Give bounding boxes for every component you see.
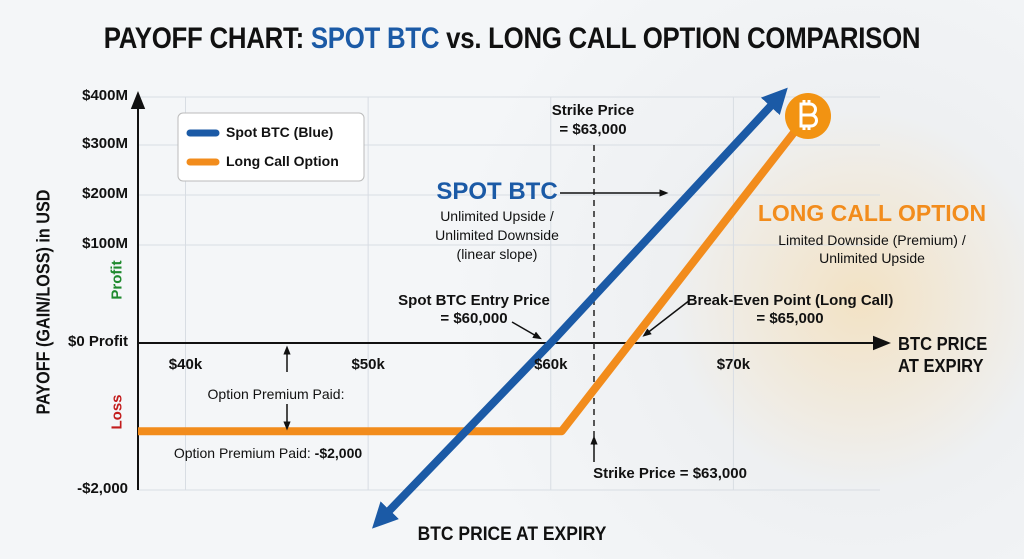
series-lines <box>138 87 803 529</box>
chart-title: PAYOFF CHART: SPOT BTC vs. LONG CALL OPT… <box>104 22 921 56</box>
x-tick-label: $70k <box>716 356 751 373</box>
annotation: Unlimited Upside / Unlimited Downside (lin… <box>435 207 559 264</box>
annotation-line: Limited Downside (Premium) / <box>778 232 966 248</box>
title-part: PAYOFF CHART: <box>103 22 304 55</box>
y-axis-label: PAYOFF (GAIN/LOSS) in USD <box>33 189 54 415</box>
bitcoin-icon <box>785 93 831 139</box>
annotation-title: SPOT BTC <box>436 178 558 205</box>
x-axis-label: BTC PRICE AT EXPIRY <box>898 334 988 376</box>
series-line <box>372 87 788 529</box>
y-tick-label: $200M <box>82 185 128 202</box>
annotation-line: Strike Price <box>551 102 635 119</box>
annotation: Limited Downside (Premium) / Unlimited Up… <box>778 231 966 267</box>
annotation-line: Unlimited Downside <box>435 227 559 243</box>
annotation: Option Premium Paid: <box>207 386 345 402</box>
annotation-line: = $63,000 <box>559 121 627 138</box>
x-tick-label: $50k <box>351 356 385 373</box>
annotation-part: Option Premium Paid: <box>173 445 311 461</box>
annotation: Strike Price = $63,000 <box>593 465 747 482</box>
annotation-title: LONG CALL OPTION <box>757 200 987 226</box>
y-tick-label: -$2,000 <box>77 480 128 497</box>
annotation-line: (linear slope) <box>456 246 538 262</box>
x-tick-label: $40k <box>168 356 203 373</box>
annotation-line: Unlimited Upside <box>819 250 925 266</box>
title-part: vs. LONG CALL OPTION COMPARISON <box>446 22 921 55</box>
legend-box <box>177 112 365 182</box>
y-tick-label: $0 Profit <box>67 333 128 350</box>
annotation-arrow <box>511 321 542 340</box>
legend-label: Long Call Option <box>226 153 339 169</box>
legend-label: Spot BTC (Blue) <box>226 124 334 140</box>
annotation-line: Break-Even Point (Long Call) <box>686 292 894 309</box>
y-tick-label: $400M <box>82 87 128 104</box>
annotation-part: -$2,000 <box>314 445 363 461</box>
y-tick-label: $300M <box>82 135 128 152</box>
annotation-line: = $60,000 <box>440 310 508 327</box>
annotation-line: Unlimited Upside / <box>440 208 554 224</box>
annotation: Option Premium Paid: -$2,000 <box>174 445 362 461</box>
profit-label: Profit <box>108 260 126 300</box>
annotation-line: Spot BTC Entry Price <box>398 292 550 309</box>
annotation-arrow <box>642 299 691 337</box>
x-axis-label: BTC PRICE AT EXPIRY <box>417 524 607 545</box>
y-tick-label: $100M <box>82 235 128 252</box>
annotation: Spot BTC Entry Price = $60,000 <box>398 292 550 328</box>
title-part: SPOT BTC <box>310 22 440 55</box>
annotation-line: = $65,000 <box>756 310 824 327</box>
annotation: Break-Even Point (Long Call) = $65,000 <box>687 292 894 328</box>
annotation: Strike Price = $63,000 <box>552 101 635 139</box>
x-tick-label: $60k <box>534 356 568 373</box>
loss-label: Loss <box>108 394 126 430</box>
